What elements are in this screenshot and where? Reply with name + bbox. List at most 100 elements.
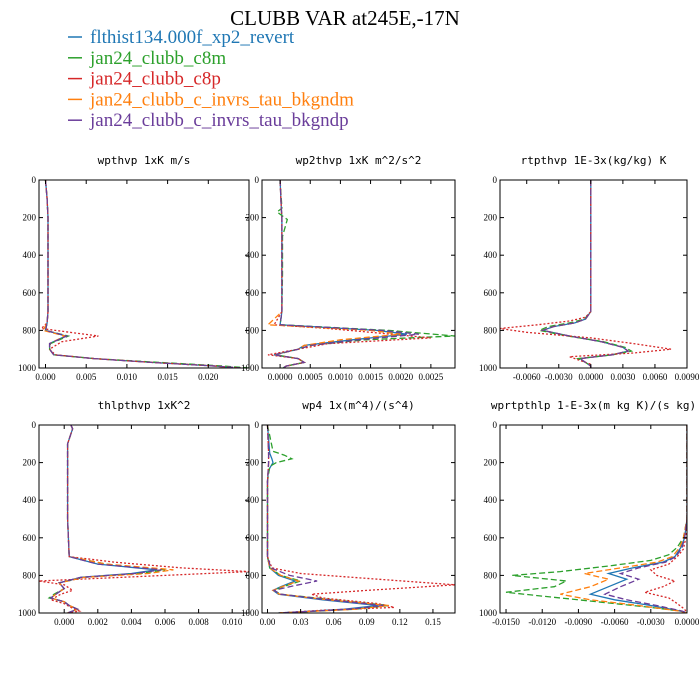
y-tick-label: 600 — [484, 533, 498, 543]
series-line — [500, 180, 672, 368]
x-tick-label: -0.0030 — [545, 372, 573, 382]
series-line — [266, 425, 378, 613]
y-tick-label: 800 — [484, 325, 498, 335]
x-tick-label: 0.010 — [117, 372, 138, 382]
y-tick-label: 400 — [484, 250, 498, 260]
x-tick-label: 0.0000 — [268, 372, 293, 382]
x-tick-label: 0.00 — [260, 617, 276, 627]
series-line — [266, 425, 389, 613]
x-tick-label: 0.015 — [157, 372, 178, 382]
y-tick-label: 1000 — [479, 363, 498, 373]
panel-title: thlpthvp 1xK^2 — [98, 399, 191, 412]
series-line — [49, 425, 162, 613]
legend-label: jan24_clubb_c8m — [89, 48, 226, 69]
x-tick-label: -0.0090 — [565, 617, 593, 627]
y-tick-label: 400 — [23, 250, 37, 260]
x-tick-label: 0.002 — [88, 617, 108, 627]
x-tick-label: 0.004 — [121, 617, 142, 627]
legend-item: flthist134.000f_xp2_revert — [68, 27, 295, 48]
x-tick-label: 0.0005 — [298, 372, 323, 382]
series-line — [49, 425, 174, 613]
legend-label: jan24_clubb_c8p — [89, 69, 221, 90]
x-tick-label: 0.0010 — [328, 372, 353, 382]
chart-panel: thlpthvp 1xK^2 0 200 400 600 800 1000 0.000 0.00… — [18, 399, 250, 627]
x-tick-label: 0.020 — [198, 372, 219, 382]
y-tick-label: 800 — [23, 570, 37, 580]
y-tick-label: 1000 — [241, 363, 260, 373]
legend-label: jan24_clubb_c_invrs_tau_bkgndm — [89, 89, 354, 110]
legend-label: jan24_clubb_c_invrs_tau_bkgndp — [89, 110, 349, 131]
legend-item: jan24_clubb_c8m — [68, 48, 226, 69]
y-tick-label: 400 — [484, 495, 498, 505]
series-line — [42, 180, 233, 368]
series-line — [560, 425, 687, 613]
x-tick-label: 0.006 — [155, 617, 176, 627]
panel-title: rtpthvp 1E-3x(kg/kg) K — [521, 154, 667, 167]
series-line — [267, 180, 431, 368]
plot-frame — [38, 179, 250, 369]
x-tick-label: 0.09 — [359, 617, 375, 627]
x-tick-label: 0.12 — [392, 617, 408, 627]
series-group — [505, 425, 687, 613]
chart-panel: wp2thvp 1xK m^2/s^2 0 200 400 600 800 1000 0.00… — [241, 154, 456, 382]
series-line — [266, 425, 455, 613]
x-tick-label: 0.0090 — [675, 372, 700, 382]
series-group — [266, 180, 455, 368]
y-tick-label: 400 — [246, 495, 260, 505]
y-tick-label: 1000 — [241, 608, 260, 618]
plot-frame — [38, 424, 250, 614]
y-tick-label: 200 — [23, 458, 37, 468]
y-tick-label: 200 — [484, 458, 498, 468]
y-tick-label: 1000 — [18, 363, 37, 373]
series-line — [266, 425, 384, 613]
legend-item: jan24_clubb_c8p — [68, 69, 221, 90]
series-line — [44, 180, 241, 368]
plot-frame — [261, 179, 456, 369]
x-tick-label: 0.06 — [326, 617, 342, 627]
y-tick-label: 600 — [246, 288, 260, 298]
panel-title: wp4 1x(m^4)/(s^4) — [302, 399, 415, 412]
series-line — [505, 425, 687, 613]
x-tick-label: 0.005 — [76, 372, 97, 382]
series-line — [540, 180, 630, 368]
plot-frame — [261, 424, 456, 614]
x-tick-label: -0.0030 — [637, 617, 665, 627]
y-tick-label: 0 — [255, 420, 260, 430]
y-tick-label: 1000 — [18, 608, 37, 618]
legend-label: flthist134.000f_xp2_revert — [90, 27, 295, 48]
y-tick-label: 200 — [246, 213, 260, 223]
y-tick-label: 600 — [23, 533, 37, 543]
y-tick-label: 800 — [246, 325, 260, 335]
y-tick-label: 600 — [246, 533, 260, 543]
y-tick-label: 800 — [246, 570, 260, 580]
legend-item: jan24_clubb_c_invrs_tau_bkgndm — [68, 89, 354, 110]
x-tick-label: -0.0060 — [513, 372, 541, 382]
y-tick-label: 800 — [23, 325, 37, 335]
x-tick-label: 0.0000 — [578, 372, 603, 382]
x-tick-label: 0.000 — [54, 617, 75, 627]
x-tick-label: -0.0120 — [528, 617, 556, 627]
x-tick-label: 0.03 — [293, 617, 309, 627]
x-tick-label: 0.15 — [425, 617, 441, 627]
series-line — [39, 180, 241, 368]
y-tick-label: 0 — [493, 175, 498, 185]
series-line — [537, 180, 634, 368]
y-tick-label: 200 — [484, 213, 498, 223]
series-line — [273, 180, 419, 368]
panel-title: wpthvp 1xK m/s — [98, 154, 191, 167]
y-tick-label: 400 — [23, 495, 37, 505]
x-tick-label: 0.0030 — [611, 372, 636, 382]
series-group — [500, 180, 672, 368]
plot-frame — [499, 179, 688, 369]
y-tick-label: 200 — [246, 458, 260, 468]
x-tick-label: 0.0015 — [358, 372, 383, 382]
plot-frame — [499, 424, 688, 614]
y-tick-label: 200 — [23, 213, 37, 223]
panel-title: wprtpthlp 1-E-3x(m kg K)/(s kg) — [491, 399, 696, 412]
y-tick-label: 1000 — [479, 608, 498, 618]
x-tick-label: 0.010 — [222, 617, 243, 627]
x-tick-label: 0.0020 — [388, 372, 413, 382]
series-line — [39, 425, 249, 613]
